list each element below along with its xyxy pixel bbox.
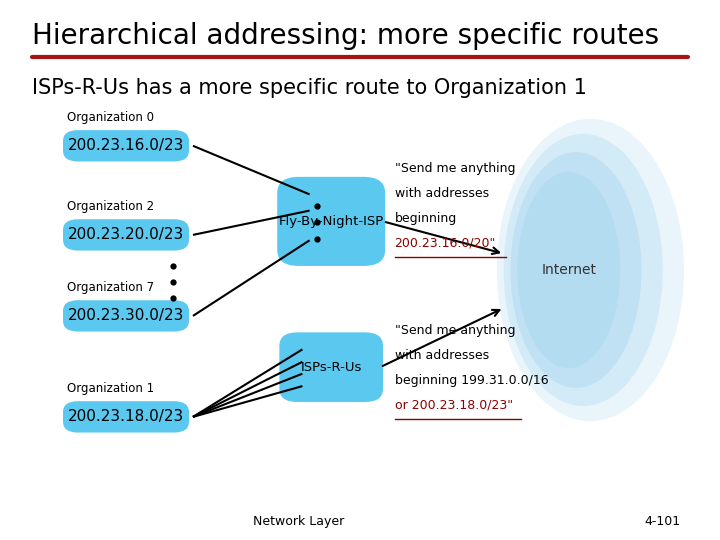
Ellipse shape bbox=[503, 134, 662, 406]
Text: Hierarchical addressing: more specific routes: Hierarchical addressing: more specific r… bbox=[32, 22, 660, 50]
Text: 200.23.30.0/23: 200.23.30.0/23 bbox=[68, 308, 184, 323]
Text: or 200.23.18.0/23": or 200.23.18.0/23" bbox=[395, 399, 513, 411]
Text: with addresses: with addresses bbox=[395, 349, 489, 362]
Text: Organization 0: Organization 0 bbox=[66, 111, 153, 124]
Text: Fly-By-Night-ISP: Fly-By-Night-ISP bbox=[279, 215, 384, 228]
Text: 200.23.16.0/23: 200.23.16.0/23 bbox=[68, 138, 184, 153]
FancyBboxPatch shape bbox=[63, 219, 189, 251]
FancyBboxPatch shape bbox=[63, 300, 189, 332]
Text: Internet: Internet bbox=[541, 263, 596, 277]
FancyBboxPatch shape bbox=[279, 332, 383, 402]
Text: with addresses: with addresses bbox=[395, 187, 489, 200]
Text: "Send me anything: "Send me anything bbox=[395, 162, 515, 175]
Text: Organization 7: Organization 7 bbox=[66, 281, 154, 294]
FancyBboxPatch shape bbox=[63, 401, 189, 433]
Text: Organization 1: Organization 1 bbox=[66, 382, 154, 395]
FancyBboxPatch shape bbox=[277, 177, 385, 266]
Text: Network Layer: Network Layer bbox=[253, 515, 344, 528]
Ellipse shape bbox=[517, 172, 621, 368]
FancyBboxPatch shape bbox=[63, 130, 189, 161]
Text: "Send me anything: "Send me anything bbox=[395, 324, 515, 337]
Text: 200.23.16.0/20": 200.23.16.0/20" bbox=[395, 237, 496, 249]
Text: 200.23.18.0/23: 200.23.18.0/23 bbox=[68, 409, 184, 424]
Text: beginning: beginning bbox=[395, 212, 456, 225]
Text: ISPs-R-Us: ISPs-R-Us bbox=[300, 361, 362, 374]
Ellipse shape bbox=[510, 152, 642, 388]
Text: 4-101: 4-101 bbox=[644, 515, 680, 528]
Ellipse shape bbox=[497, 119, 684, 421]
Text: beginning 199.31.0.0/16: beginning 199.31.0.0/16 bbox=[395, 374, 548, 387]
Text: Organization 2: Organization 2 bbox=[66, 200, 154, 213]
Text: 200.23.20.0/23: 200.23.20.0/23 bbox=[68, 227, 184, 242]
Text: ISPs-R-Us has a more specific route to Organization 1: ISPs-R-Us has a more specific route to O… bbox=[32, 78, 588, 98]
